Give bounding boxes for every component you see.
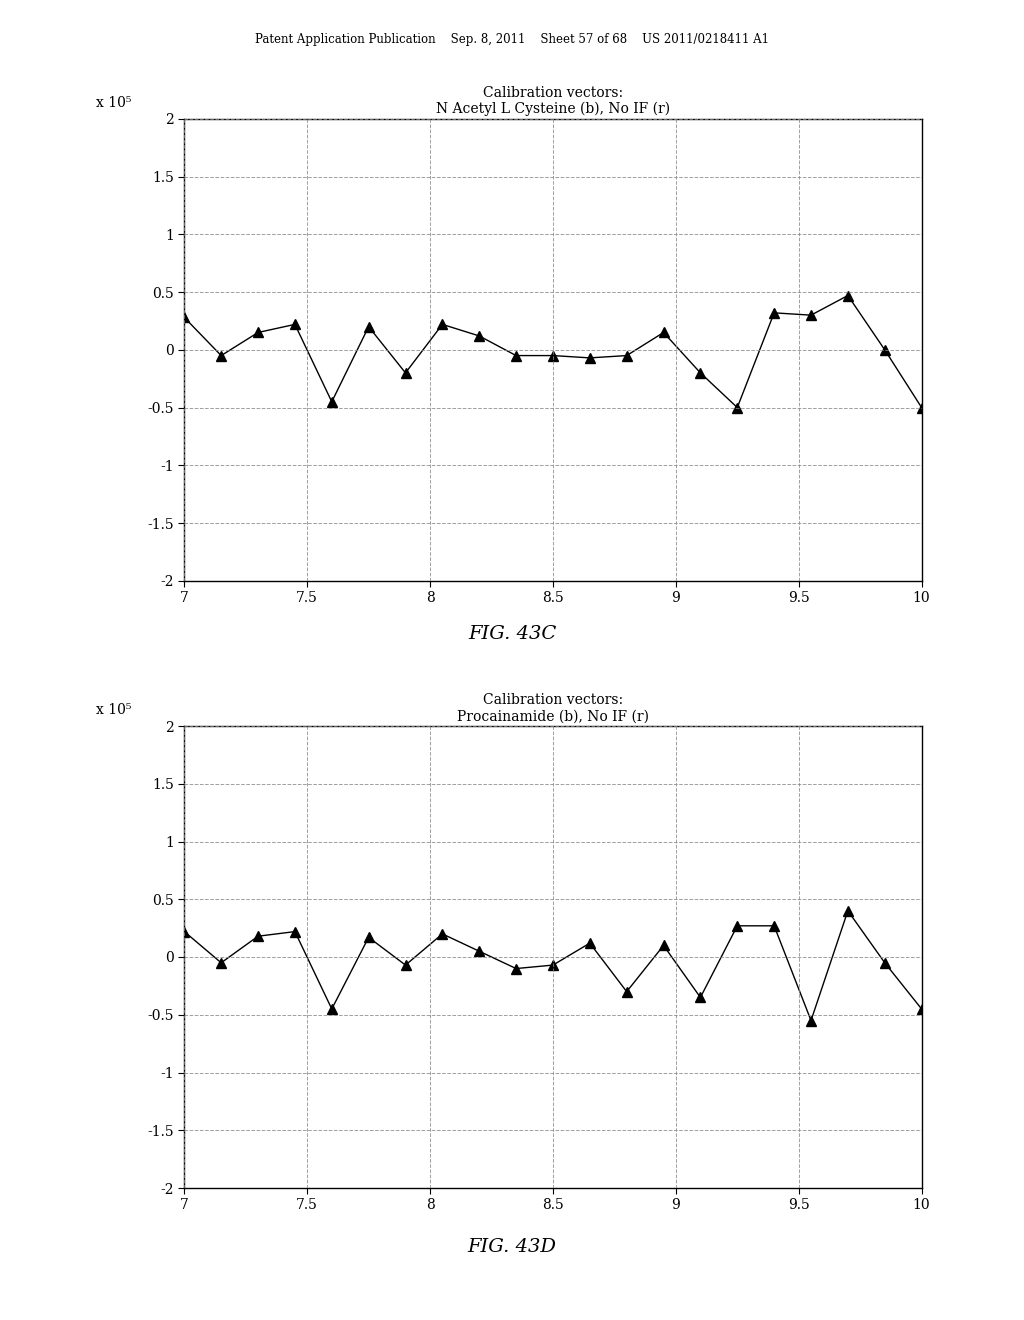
Text: x 10⁵: x 10⁵ [96,95,131,110]
Text: Patent Application Publication    Sep. 8, 2011    Sheet 57 of 68    US 2011/0218: Patent Application Publication Sep. 8, 2… [255,33,769,46]
Text: FIG. 43D: FIG. 43D [468,1238,556,1257]
Title: Calibration vectors:
Procainamide (b), No IF (r): Calibration vectors: Procainamide (b), N… [457,693,649,723]
Title: Calibration vectors:
N Acetyl L Cysteine (b), No IF (r): Calibration vectors: N Acetyl L Cysteine… [436,86,670,116]
Text: FIG. 43C: FIG. 43C [468,624,556,643]
Text: x 10⁵: x 10⁵ [96,702,131,717]
